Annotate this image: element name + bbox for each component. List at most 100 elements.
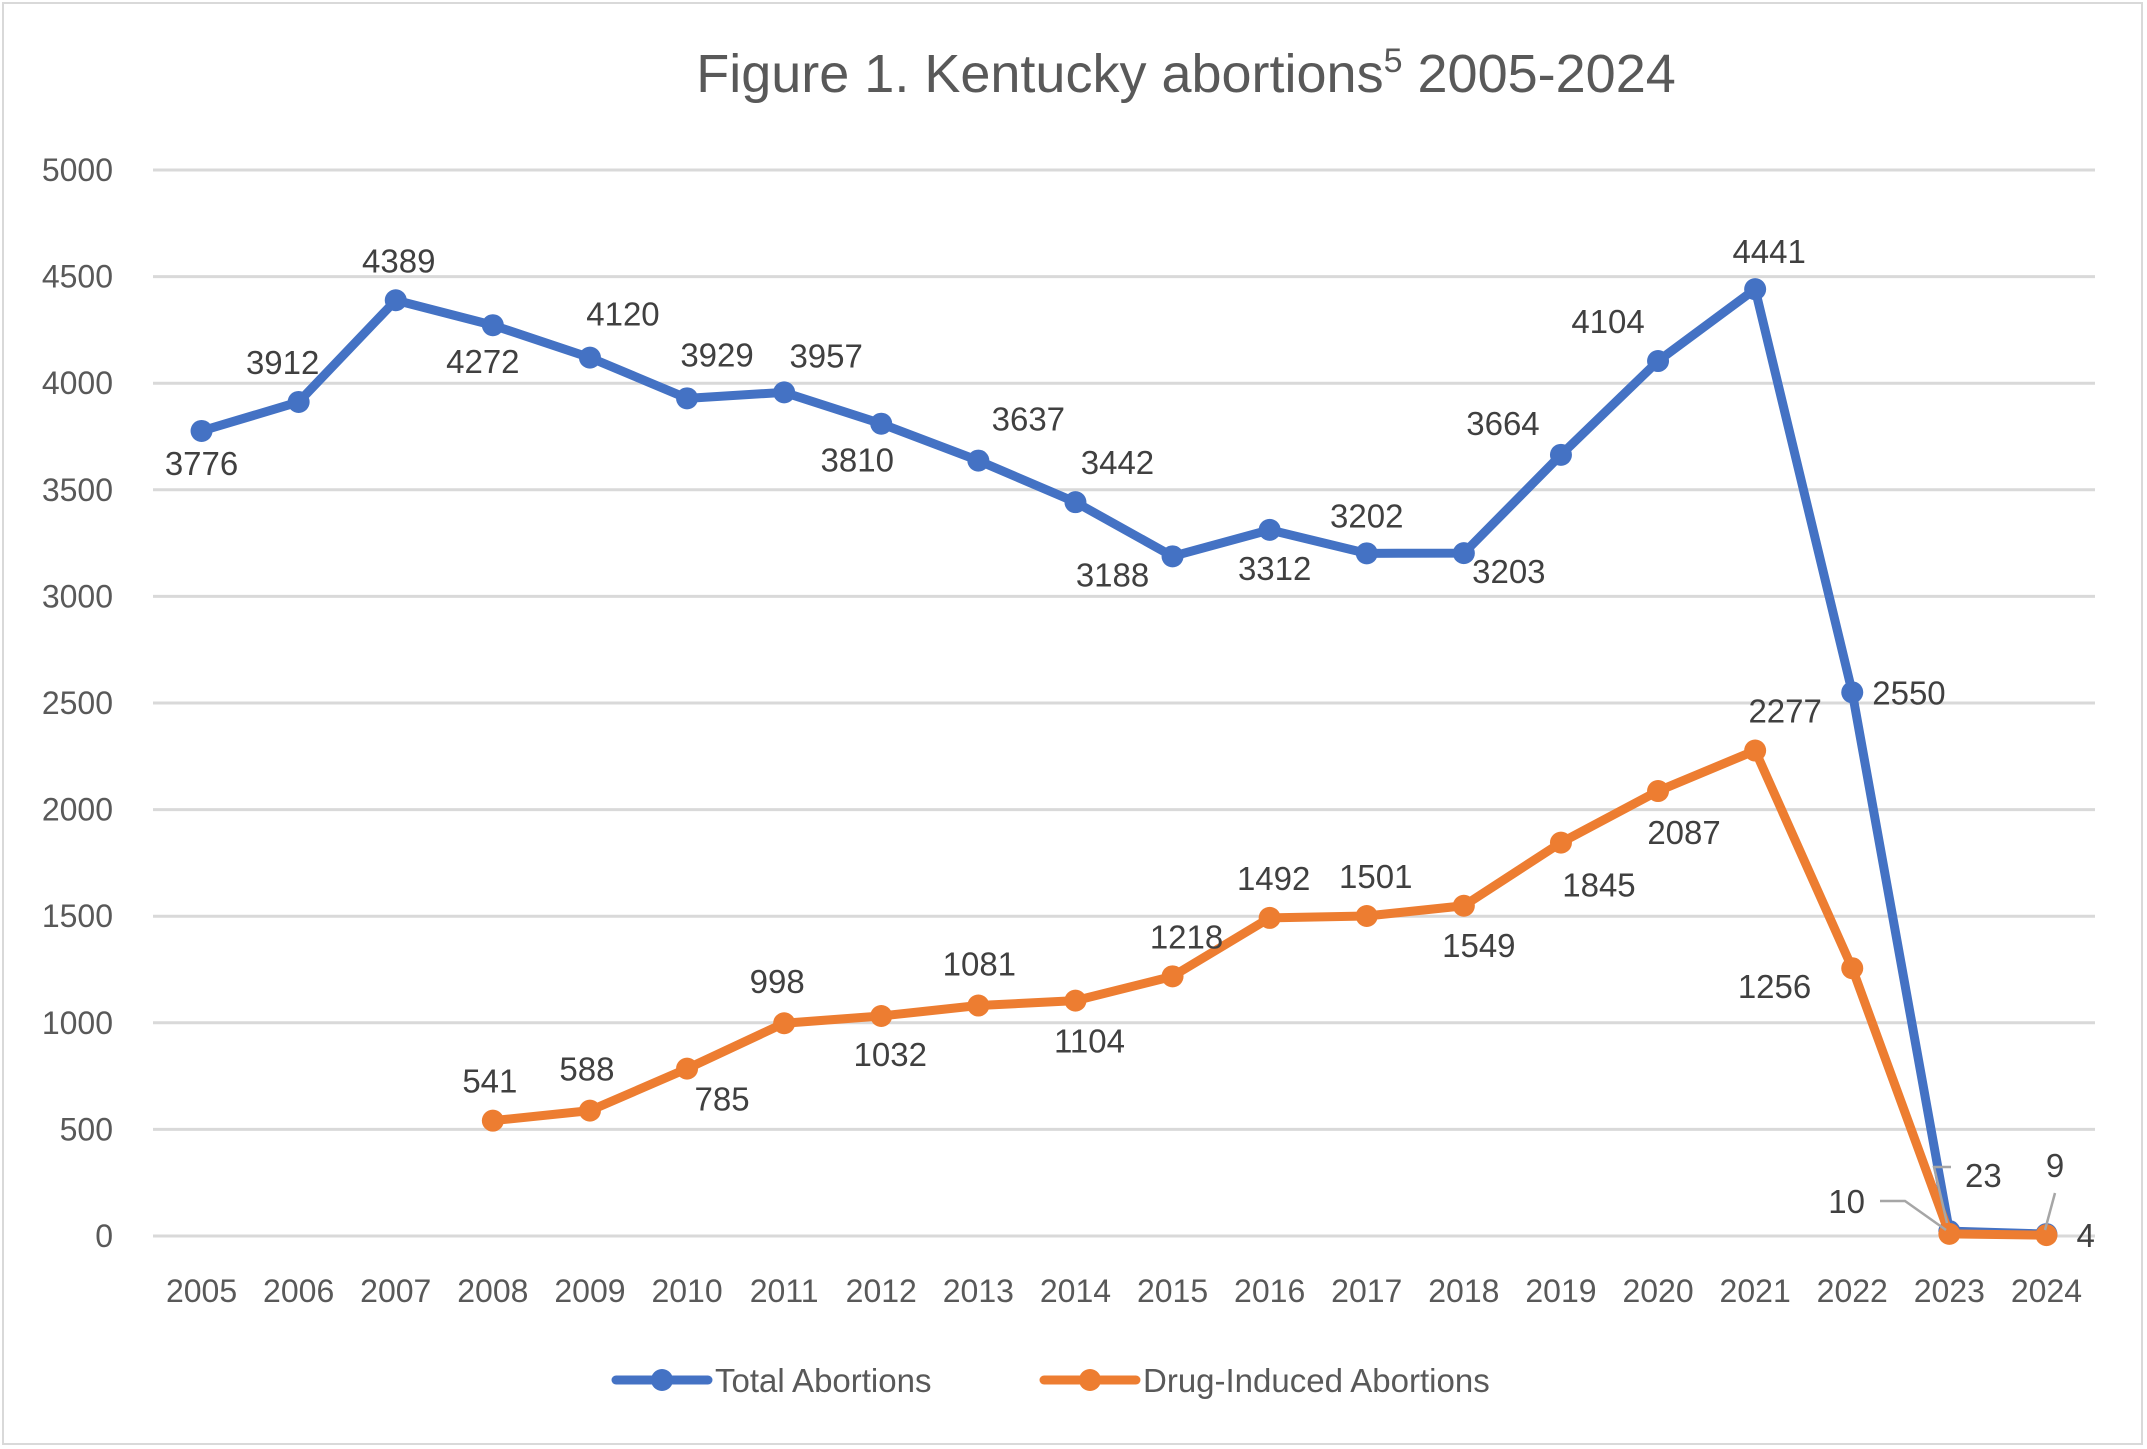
data-point[interactable] xyxy=(967,994,990,1017)
series-drug-induced-abortions xyxy=(481,739,2058,1247)
legend-label: Drug-Induced Abortions xyxy=(1143,1362,1490,1399)
data-point[interactable] xyxy=(190,419,213,442)
x-tick-label: 2010 xyxy=(651,1273,722,1309)
data-point[interactable] xyxy=(773,381,796,404)
data-label: 3929 xyxy=(680,336,753,373)
x-tick-label: 2024 xyxy=(2011,1273,2082,1309)
data-point[interactable] xyxy=(481,314,504,337)
x-tick-label: 2022 xyxy=(1817,1273,1888,1309)
legend-item-drug-induced-abortions[interactable]: Drug-Induced Abortions xyxy=(1039,1362,1490,1399)
y-tick-label: 5000 xyxy=(42,152,113,188)
data-point[interactable] xyxy=(1161,965,1184,988)
data-point[interactable] xyxy=(1549,443,1572,466)
chart-title-superscript: 5 xyxy=(1384,42,1403,80)
y-tick-label: 1000 xyxy=(42,1005,113,1041)
leader-line xyxy=(1880,1199,1947,1232)
x-tick-label: 2020 xyxy=(1622,1273,1693,1309)
y-tick-label: 3500 xyxy=(42,472,113,508)
data-point[interactable] xyxy=(1744,278,1767,301)
y-tick-label: 3000 xyxy=(42,578,113,614)
data-label: 3776 xyxy=(165,445,238,482)
data-point[interactable] xyxy=(1452,894,1475,917)
data-point[interactable] xyxy=(578,346,601,369)
x-tick-label: 2018 xyxy=(1428,1273,1499,1309)
data-label: 3957 xyxy=(789,337,862,374)
data-point[interactable] xyxy=(1355,904,1378,927)
x-tick-label: 2009 xyxy=(554,1273,625,1309)
data-point[interactable] xyxy=(1647,780,1670,803)
y-tick-label: 4000 xyxy=(42,365,113,401)
x-tick-label: 2016 xyxy=(1234,1273,1305,1309)
chart-title-main: Figure 1. Kentucky abortions xyxy=(696,44,1383,104)
data-label: 1256 xyxy=(1738,968,1811,1005)
data-point[interactable] xyxy=(1258,518,1281,541)
data-point[interactable] xyxy=(1355,542,1378,565)
data-point[interactable] xyxy=(1452,542,1475,565)
data-point[interactable] xyxy=(578,1099,601,1122)
legend-swatch-marker xyxy=(1079,1369,1101,1391)
data-label: 1104 xyxy=(1054,1023,1125,1060)
data-point[interactable] xyxy=(2035,1224,2058,1247)
chart-title: Figure 1. Kentucky abortions5 2005-2024 xyxy=(696,42,1676,104)
legend-swatch-marker xyxy=(651,1369,673,1391)
data-label: 541 xyxy=(462,1063,517,1100)
data-label: 3202 xyxy=(1330,497,1403,534)
legend: Total Abortions Drug-Induced Abortions xyxy=(611,1362,1490,1399)
data-point[interactable] xyxy=(1161,545,1184,568)
data-label: 4104 xyxy=(1571,303,1644,340)
x-tick-label: 2014 xyxy=(1040,1273,1111,1309)
data-label: 3442 xyxy=(1081,444,1154,481)
data-point[interactable] xyxy=(1744,739,1767,762)
data-point[interactable] xyxy=(1841,681,1864,704)
leader-line xyxy=(1932,1165,1951,1224)
data-label: 998 xyxy=(750,963,805,1000)
series-line-total-abortions xyxy=(200,284,2047,1239)
data-point[interactable] xyxy=(1647,350,1670,373)
data-label: 1501 xyxy=(1339,858,1412,895)
data-label: 588 xyxy=(559,1051,614,1088)
data-point[interactable] xyxy=(481,1109,504,1132)
data-point[interactable] xyxy=(384,289,407,312)
data-label: 1549 xyxy=(1442,927,1515,964)
data-label: 9 xyxy=(2046,1147,2064,1184)
data-label: 3203 xyxy=(1472,553,1545,590)
data-point[interactable] xyxy=(1841,957,1864,980)
data-label-leaders xyxy=(1880,1165,2057,1232)
legend-item-total-abortions[interactable]: Total Abortions xyxy=(611,1362,931,1399)
data-labels: 3776 3912 4389 4272 4120 3929 3957 3810 3637 3442… xyxy=(165,233,2095,1254)
data-point[interactable] xyxy=(773,1012,796,1035)
data-point[interactable] xyxy=(676,1057,699,1080)
x-tick-label: 2005 xyxy=(166,1273,237,1309)
data-point[interactable] xyxy=(870,1004,893,1027)
series-line-drug-induced-abortions xyxy=(492,746,2047,1240)
data-label: 3912 xyxy=(246,344,319,381)
data-point[interactable] xyxy=(287,390,310,413)
data-point[interactable] xyxy=(967,449,990,472)
data-label: 3188 xyxy=(1076,556,1149,593)
data-point[interactable] xyxy=(870,412,893,435)
x-tick-label: 2013 xyxy=(943,1273,1014,1309)
x-tick-label: 2006 xyxy=(263,1273,334,1309)
data-label: 3664 xyxy=(1466,405,1539,442)
chart-title-suffix: 2005-2024 xyxy=(1403,44,1676,104)
y-axis-ticks: 0 500 1000 1500 2000 2500 3000 3500 4000 4500 5000 xyxy=(42,152,113,1254)
legend-label: Total Abortions xyxy=(715,1362,931,1399)
data-point[interactable] xyxy=(1064,989,1087,1012)
data-label: 10 xyxy=(1828,1183,1865,1220)
data-point[interactable] xyxy=(676,387,699,410)
leader-line xyxy=(2043,1192,2057,1231)
data-point[interactable] xyxy=(1549,831,1572,854)
data-label: 1032 xyxy=(854,1036,927,1073)
data-label: 4441 xyxy=(1732,233,1805,270)
data-point[interactable] xyxy=(1064,491,1087,514)
data-label: 3637 xyxy=(992,401,1065,438)
data-label: 23 xyxy=(1965,1157,2002,1194)
series-lines xyxy=(190,278,2058,1247)
data-label: 3312 xyxy=(1238,550,1311,587)
x-tick-label: 2008 xyxy=(457,1273,528,1309)
data-point[interactable] xyxy=(1258,906,1281,929)
data-label: 4 xyxy=(2076,1217,2094,1254)
data-label: 1081 xyxy=(943,946,1016,983)
